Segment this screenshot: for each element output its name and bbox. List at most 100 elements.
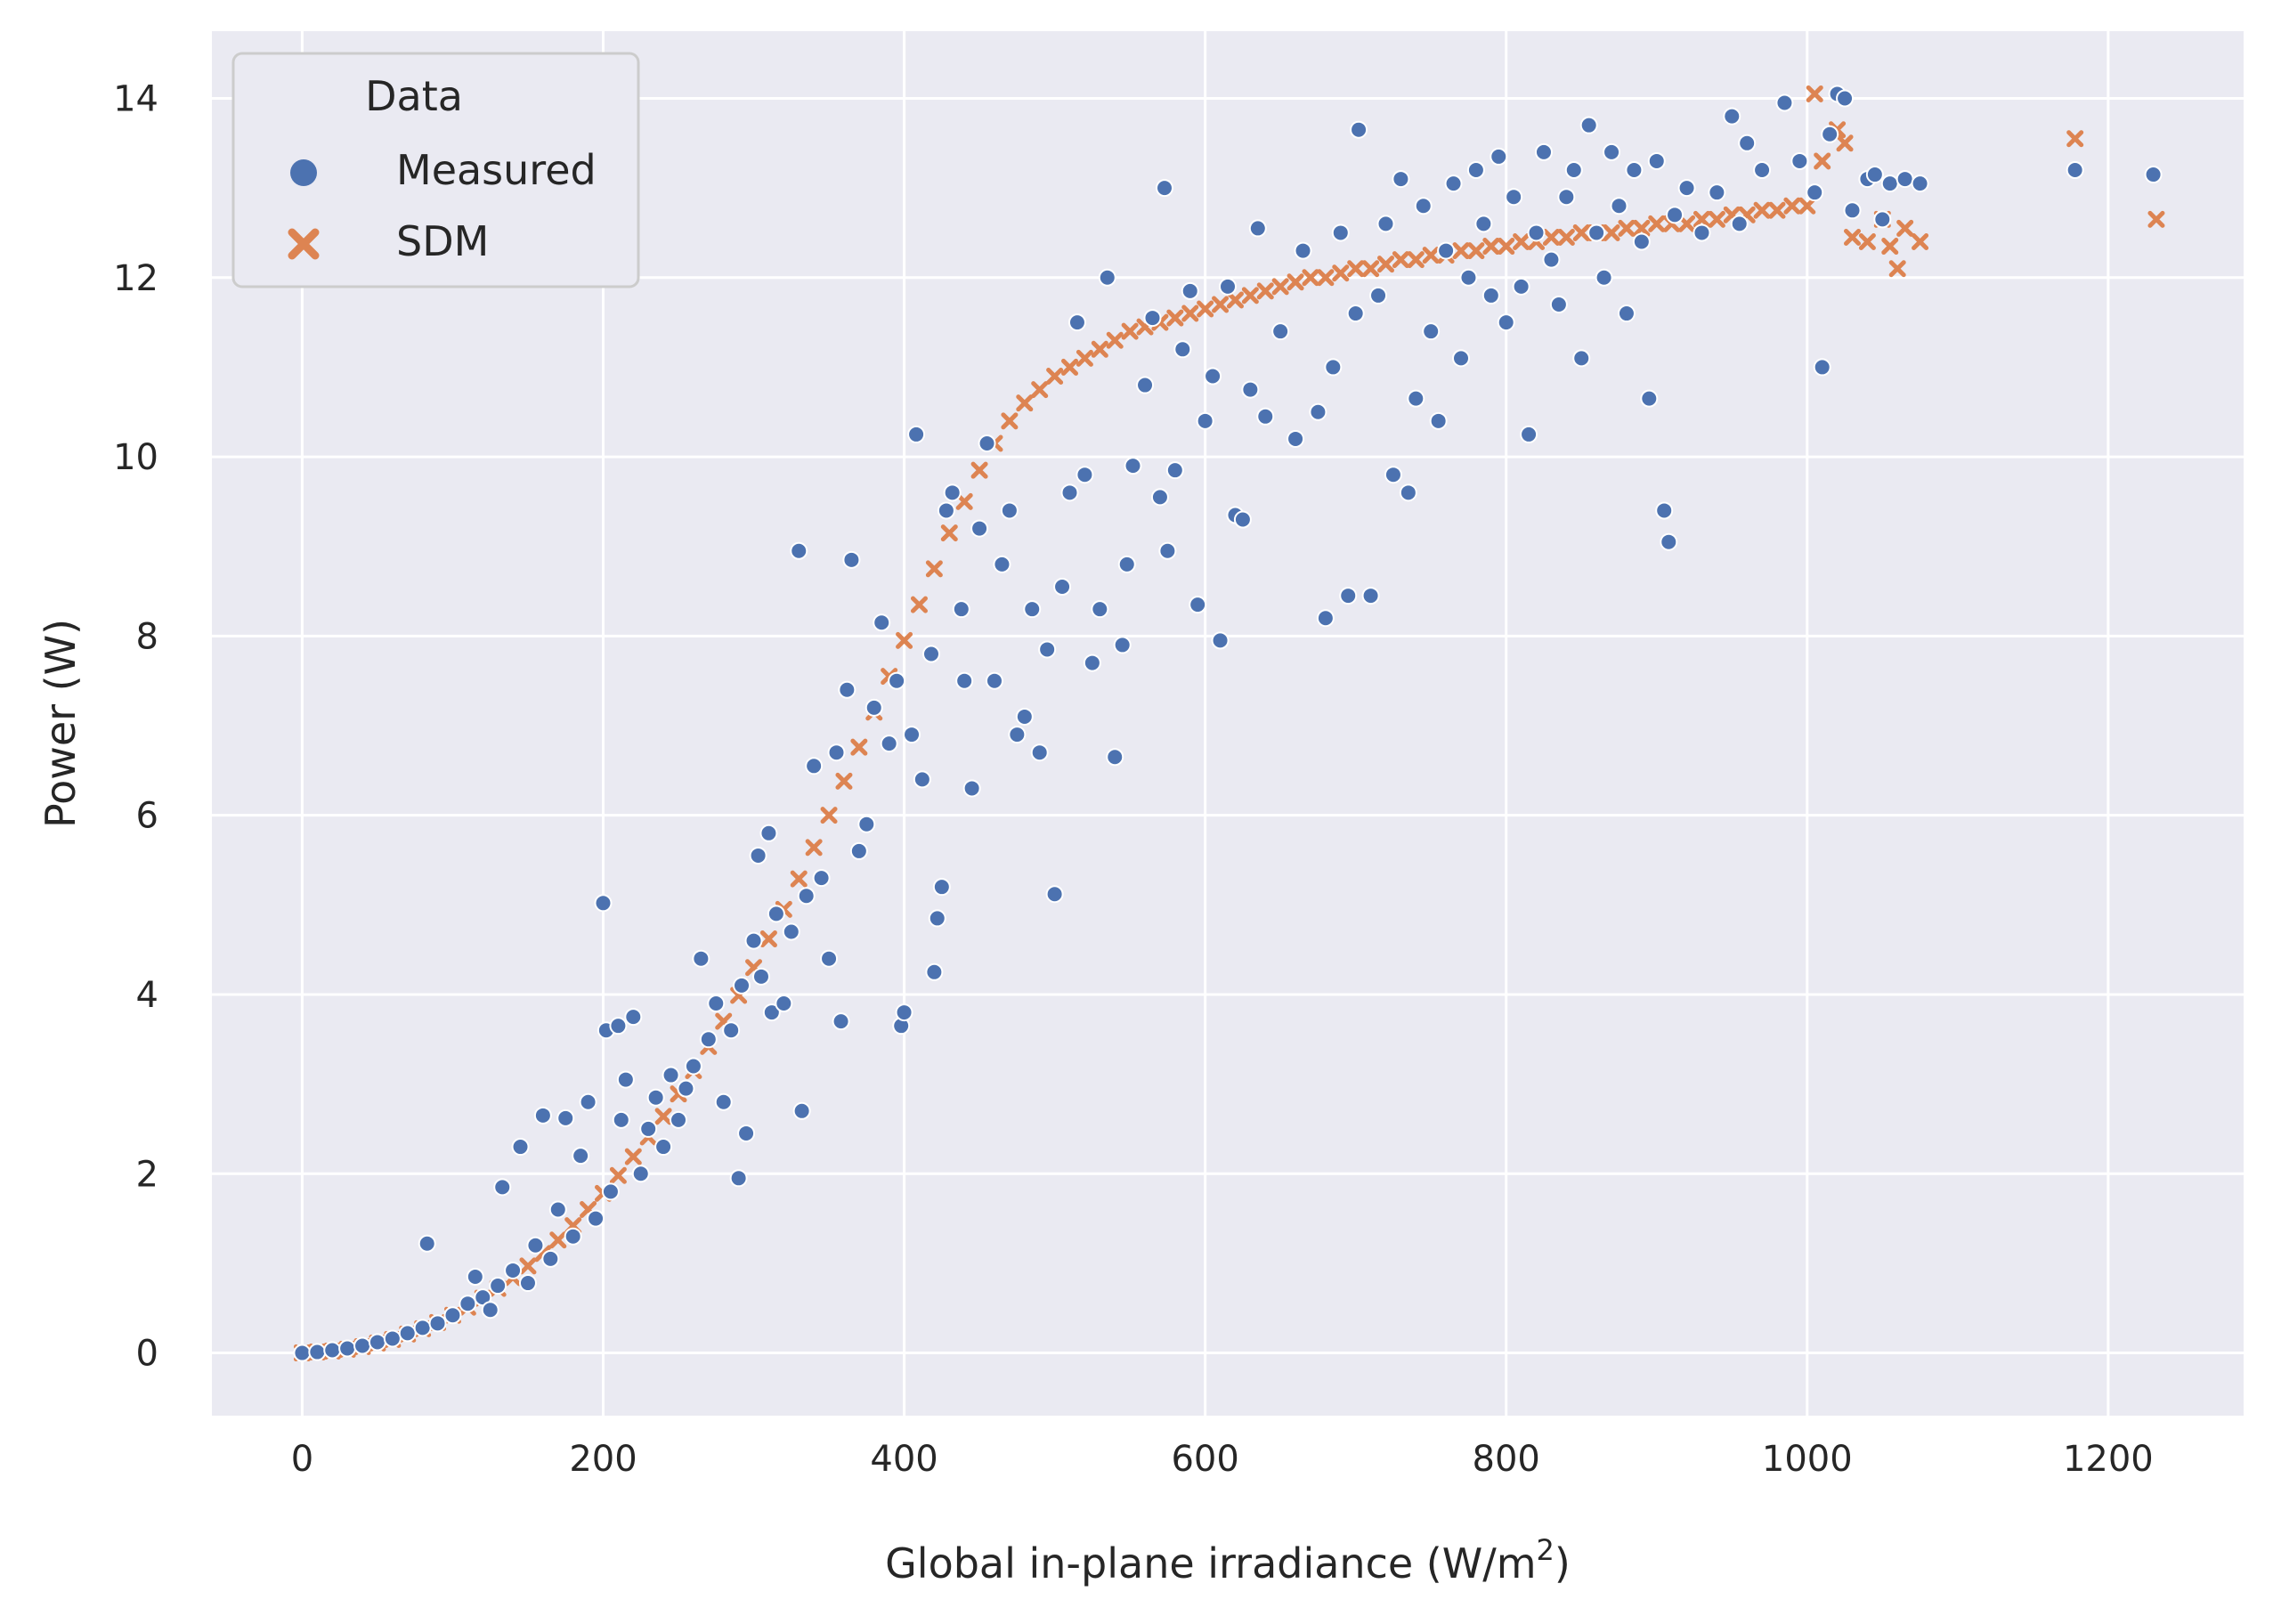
measured-point xyxy=(762,1003,781,1022)
measured-point xyxy=(1241,380,1260,399)
measured-point xyxy=(1124,457,1142,475)
measured-point xyxy=(1136,376,1155,394)
measured-point xyxy=(1617,304,1636,323)
measured-point xyxy=(1113,636,1132,654)
measured-point xyxy=(609,1017,628,1035)
measured-point xyxy=(308,1343,327,1361)
sdm-point xyxy=(1836,134,1854,152)
measured-point xyxy=(1534,142,1553,161)
measured-point xyxy=(579,1092,597,1111)
measured-point xyxy=(1730,215,1749,233)
measured-point xyxy=(1045,885,1064,904)
measured-point xyxy=(541,1249,560,1268)
y-tick-label: 4 xyxy=(136,975,158,1016)
sdm-point xyxy=(1467,242,1485,260)
grid-lines xyxy=(212,31,2244,1416)
measured-point xyxy=(612,1110,630,1129)
sdm-point xyxy=(1422,247,1440,264)
sdm-point xyxy=(910,596,928,613)
measured-point xyxy=(556,1108,575,1127)
measured-point xyxy=(1693,223,1711,242)
measured-point xyxy=(1595,268,1613,287)
measured-point xyxy=(790,541,808,560)
y-tick-label: 10 xyxy=(113,437,158,478)
measured-point xyxy=(1865,166,1884,184)
measured-point xyxy=(1000,501,1019,520)
legend-title: Data xyxy=(365,72,463,120)
measured-point xyxy=(1165,461,1184,480)
sdm-point xyxy=(1806,85,1823,102)
measured-point xyxy=(913,770,931,789)
sdm-point xyxy=(1181,304,1199,322)
legend-measured-label: Measured xyxy=(396,146,597,194)
measured-point xyxy=(692,949,710,968)
measured-point xyxy=(459,1295,477,1313)
measured-point xyxy=(1660,532,1678,551)
x-tick-label: 200 xyxy=(569,1439,637,1480)
measured-point xyxy=(1331,223,1350,242)
measured-point xyxy=(775,995,793,1013)
measured-point xyxy=(1150,488,1169,507)
measured-point xyxy=(943,483,962,502)
measured-point xyxy=(737,1124,756,1142)
sdm-point xyxy=(940,524,958,542)
measured-point xyxy=(714,1092,733,1111)
sdm-point xyxy=(1001,412,1019,430)
legend-box xyxy=(231,52,640,288)
measured-point xyxy=(443,1306,462,1325)
sdm-point xyxy=(549,1231,567,1249)
sdm-point xyxy=(1121,322,1139,340)
measured-point xyxy=(707,995,726,1013)
measured-point xyxy=(1640,389,1659,408)
measured-point xyxy=(832,1012,850,1031)
measured-point xyxy=(1505,188,1523,207)
measured-point xyxy=(820,949,839,968)
measured-point xyxy=(1542,250,1561,269)
measured-series xyxy=(293,85,2163,1362)
measured-point xyxy=(1911,175,1929,193)
sdm-point xyxy=(925,560,943,578)
measured-point xyxy=(1271,322,1290,341)
measured-point xyxy=(1076,466,1094,484)
sdm-point xyxy=(1256,282,1274,300)
sdm-point xyxy=(1768,201,1786,219)
measured-point xyxy=(733,976,751,995)
measured-point xyxy=(812,869,831,888)
measured-point xyxy=(1520,425,1538,443)
measured-point xyxy=(1204,367,1222,386)
sdm-point xyxy=(1061,358,1079,376)
measured-point xyxy=(1384,466,1402,484)
measured-point xyxy=(533,1106,552,1125)
y-tick-label: 14 xyxy=(113,78,158,119)
measured-point xyxy=(654,1138,673,1157)
measured-point xyxy=(1350,120,1368,139)
measured-point xyxy=(1309,402,1327,421)
measured-point xyxy=(993,555,1011,573)
measured-point xyxy=(466,1267,484,1286)
sdm-point xyxy=(1376,256,1394,273)
measured-point xyxy=(962,779,981,798)
measured-point xyxy=(767,905,785,923)
measured-point xyxy=(1233,510,1252,529)
sdm-point xyxy=(1317,269,1335,287)
x-axis-label: Global in-plane irradiance (W/m2) xyxy=(885,1533,1571,1587)
measured-point xyxy=(493,1178,512,1197)
measured-point xyxy=(1512,277,1530,296)
measured-point xyxy=(1376,215,1395,233)
measured-point xyxy=(1437,241,1456,260)
measured-point xyxy=(1083,654,1101,672)
sdm-point xyxy=(970,461,988,479)
measured-point xyxy=(684,1057,702,1076)
sdm-point xyxy=(835,772,853,790)
sdm-point xyxy=(1618,219,1636,237)
measured-point xyxy=(895,1003,913,1022)
measured-point xyxy=(398,1324,417,1343)
measured-point xyxy=(1181,281,1199,300)
sdm-point xyxy=(1557,228,1575,246)
measured-point xyxy=(646,1088,665,1107)
measured-point xyxy=(1196,411,1214,430)
measured-point xyxy=(805,757,824,775)
sdm-point xyxy=(1753,201,1771,219)
sdm-point xyxy=(1572,223,1590,241)
